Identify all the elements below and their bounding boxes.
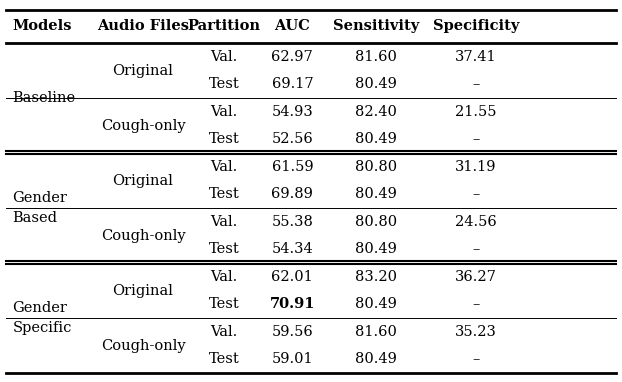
Text: –: –	[472, 78, 480, 91]
Text: 80.49: 80.49	[355, 133, 397, 146]
Text: 54.34: 54.34	[271, 243, 313, 256]
Text: Val.: Val.	[210, 105, 238, 119]
Text: 55.38: 55.38	[271, 215, 313, 229]
Text: Sensitivity: Sensitivity	[333, 19, 419, 33]
Text: 80.49: 80.49	[355, 353, 397, 366]
Text: Partition: Partition	[187, 19, 261, 33]
Text: 82.40: 82.40	[355, 105, 397, 119]
Text: 24.56: 24.56	[455, 215, 497, 229]
Text: Cough-only: Cough-only	[101, 229, 185, 243]
Text: –: –	[472, 298, 480, 311]
Text: Val.: Val.	[210, 50, 238, 64]
Text: 83.20: 83.20	[355, 270, 397, 284]
Text: Cough-only: Cough-only	[101, 339, 185, 353]
Text: 80.49: 80.49	[355, 188, 397, 201]
Text: 35.23: 35.23	[455, 325, 497, 339]
Text: Test: Test	[208, 188, 239, 201]
Text: 80.49: 80.49	[355, 298, 397, 311]
Text: 69.89: 69.89	[271, 188, 313, 201]
Text: 37.41: 37.41	[455, 50, 496, 64]
Text: 52.56: 52.56	[271, 133, 313, 146]
Text: Val.: Val.	[210, 160, 238, 174]
Text: Baseline: Baseline	[12, 91, 75, 105]
Text: 31.19: 31.19	[455, 160, 496, 174]
Text: 61.59: 61.59	[272, 160, 313, 174]
Text: Specificity: Specificity	[433, 19, 519, 33]
Text: 80.80: 80.80	[355, 215, 397, 229]
Text: 36.27: 36.27	[455, 270, 497, 284]
Text: 81.60: 81.60	[355, 50, 397, 64]
Text: 80.49: 80.49	[355, 243, 397, 256]
Text: 80.80: 80.80	[355, 160, 397, 174]
Text: 54.93: 54.93	[271, 105, 313, 119]
Text: –: –	[472, 188, 480, 201]
Text: AUC: AUC	[274, 19, 310, 33]
Text: Test: Test	[208, 78, 239, 91]
Text: 59.01: 59.01	[272, 353, 313, 366]
Text: Val.: Val.	[210, 270, 238, 284]
Text: Original: Original	[113, 284, 174, 298]
Text: 59.56: 59.56	[271, 325, 313, 339]
Text: 62.97: 62.97	[271, 50, 313, 64]
Text: Gender
Specific: Gender Specific	[12, 301, 72, 335]
Text: Val.: Val.	[210, 215, 238, 229]
Text: 81.60: 81.60	[355, 325, 397, 339]
Text: Gender
Based: Gender Based	[12, 191, 67, 225]
Text: –: –	[472, 353, 480, 366]
Text: 80.49: 80.49	[355, 78, 397, 91]
Text: Val.: Val.	[210, 325, 238, 339]
Text: 21.55: 21.55	[455, 105, 496, 119]
Text: 70.91: 70.91	[269, 298, 315, 311]
Text: Cough-only: Cough-only	[101, 119, 185, 133]
Text: Test: Test	[208, 353, 239, 366]
Text: Audio Files: Audio Files	[97, 19, 189, 33]
Text: –: –	[472, 133, 480, 146]
Text: Test: Test	[208, 298, 239, 311]
Text: Test: Test	[208, 133, 239, 146]
Text: 69.17: 69.17	[272, 78, 313, 91]
Text: Original: Original	[113, 64, 174, 78]
Text: 62.01: 62.01	[271, 270, 313, 284]
Text: Models: Models	[12, 19, 72, 33]
Text: Original: Original	[113, 174, 174, 188]
Text: –: –	[472, 243, 480, 256]
Text: Test: Test	[208, 243, 239, 256]
